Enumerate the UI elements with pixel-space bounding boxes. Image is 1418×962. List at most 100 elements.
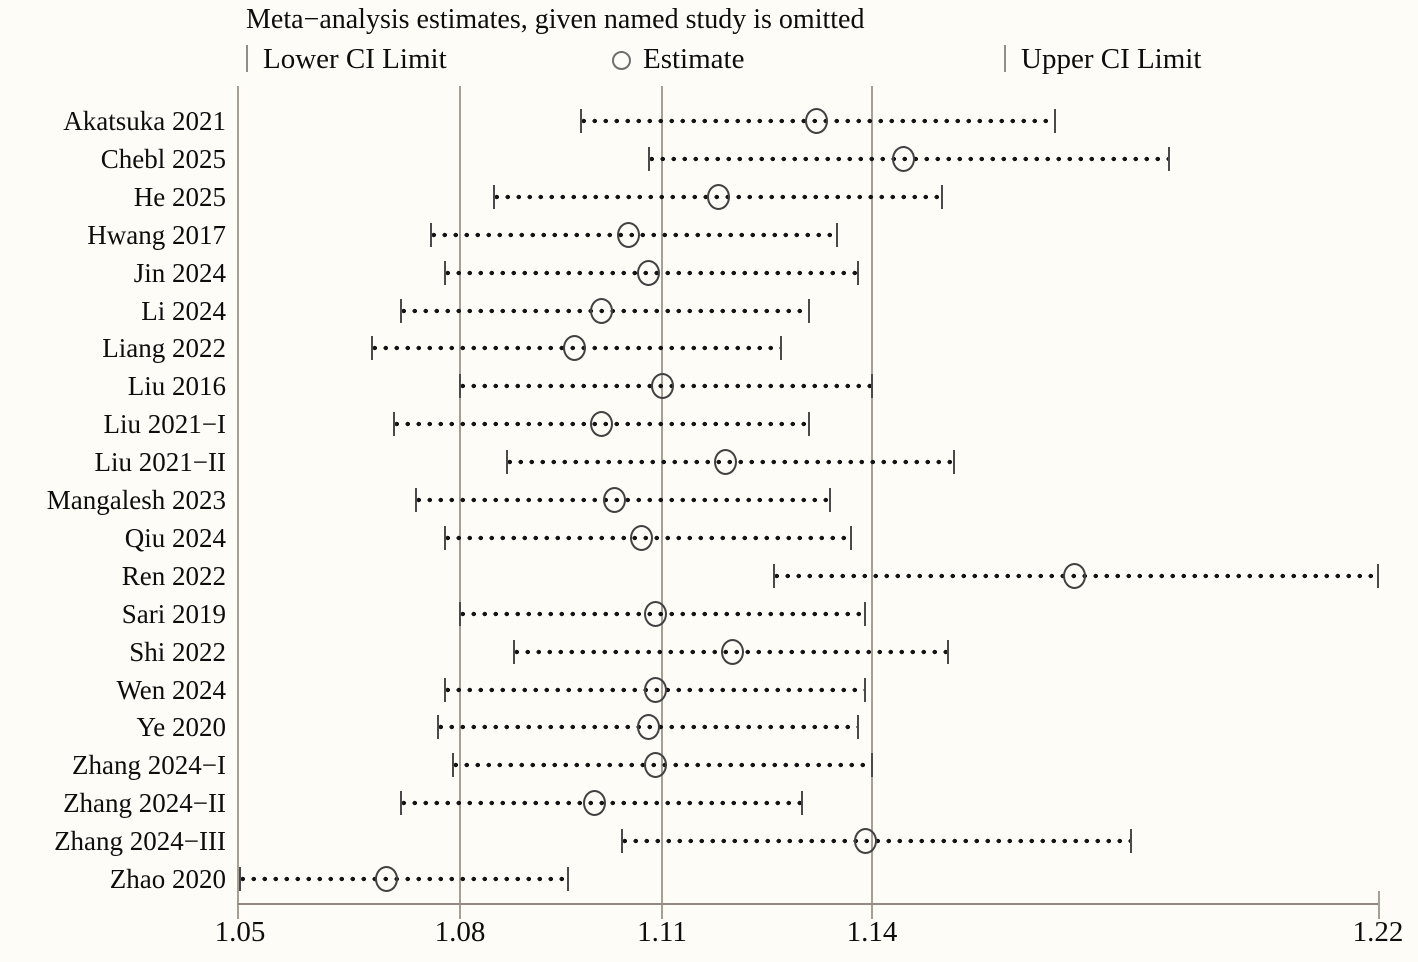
lower-ci-tick-icon [415,488,417,512]
lower-ci-tick-icon [429,222,432,247]
lower-ci-tick-icon [393,412,395,437]
estimate-circle-icon [1062,562,1086,589]
estimate-circle-icon [643,600,667,627]
upper-ci-tick-icon [871,753,873,778]
estimate-circle-icon [630,524,654,551]
lower-ci-tick-icon [246,45,248,72]
lower-ci-tick-icon [506,450,509,475]
study-label: Zhang 2024−III [54,826,226,857]
upper-ci-tick-icon [829,488,831,512]
lower-ci-tick-icon [647,146,650,171]
study-label: Liu 2021−I [103,409,226,440]
upper-ci-tick-icon [780,336,782,361]
x-axis-tick-label: 1.05 [214,916,266,948]
study-label: Liu 2021−II [94,447,226,478]
estimate-circle-icon [603,487,627,513]
upper-ci-tick-icon [864,677,866,702]
lower-ci-tick-icon [459,601,461,626]
legend-upper-ci-label: Upper CI Limit [1021,43,1202,75]
lower-ci-tick-icon [512,639,515,664]
upper-ci-tick-icon [1054,109,1057,133]
study-label: Hwang 2017 [87,219,226,250]
y-axis-frame [237,86,239,919]
estimate-circle-icon [650,373,674,400]
x-axis-tick-label: 1.14 [846,916,898,948]
upper-ci-tick-icon [801,791,803,816]
estimate-circle-icon [589,297,613,324]
estimate-circle-icon [589,411,613,438]
estimate-circle-icon [583,790,607,817]
upper-ci-tick-icon [1004,45,1006,72]
study-label: Akatsuka 2021 [63,106,226,136]
lower-ci-tick-icon [620,829,623,854]
estimate-circle-icon [720,638,744,665]
upper-ci-tick-icon [850,525,852,550]
study-label: Zhang 2024−II [63,788,226,819]
x-axis-tick-label: 1.11 [637,916,687,948]
upper-ci-tick-icon [940,184,943,209]
lower-ci-tick-icon [239,867,241,891]
study-label: Jin 2024 [133,257,226,288]
x-axis-tick-label: 1.22 [1352,916,1404,948]
study-label: Zhao 2020 [109,864,226,894]
study-label: Liu 2016 [127,371,226,402]
upper-ci-tick-icon [808,412,810,437]
study-label: Qiu 2024 [124,522,226,553]
legend-lower-ci-label: Lower CI Limit [263,43,447,75]
upper-ci-tick-icon [857,715,859,740]
estimate-circle-icon [637,259,661,286]
study-label: Li 2024 [141,295,226,326]
lower-ci-tick-icon [437,715,439,740]
x-axis-tick-1.22 [1378,891,1380,919]
upper-ci-tick-icon [946,639,949,664]
lower-ci-tick-icon [400,791,403,816]
ci-dotted-line [240,876,568,882]
estimate-circle-icon [375,866,399,892]
study-label: Chebl 2025 [100,143,226,174]
study-label: He 2025 [133,181,226,212]
lower-ci-tick-icon [451,753,454,778]
upper-ci-tick-icon [864,601,866,626]
x-axis-line [237,903,1380,905]
upper-ci-tick-icon [808,298,810,323]
study-label: Sari 2019 [121,598,226,629]
lower-ci-tick-icon [459,374,461,399]
lower-ci-tick-icon [371,336,373,361]
estimate-circle-icon [853,828,877,855]
lower-ci-tick-icon [444,677,447,702]
lower-ci-tick-icon [444,525,447,550]
lower-ci-tick-icon [400,298,403,323]
estimate-circle-icon [612,51,631,70]
estimate-circle-icon [637,714,661,741]
study-label: Zhang 2024−I [72,750,226,781]
gridline-1.14 [871,86,873,919]
study-label: Ren 2022 [121,560,226,591]
estimate-circle-icon [892,145,916,172]
study-label: Wen 2024 [116,674,226,705]
lower-ci-tick-icon [580,109,583,133]
study-label: Liang 2022 [102,333,226,364]
estimate-circle-icon [804,108,828,134]
estimate-circle-icon [706,183,730,210]
x-axis-tick-label: 1.08 [434,916,486,948]
estimate-circle-icon [643,752,667,779]
upper-ci-tick-icon [1377,563,1379,588]
estimate-circle-icon [713,449,737,476]
lower-ci-tick-icon [773,563,775,588]
study-label: Mangalesh 2023 [46,485,226,515]
upper-ci-tick-icon [836,222,838,247]
estimate-circle-icon [643,676,667,703]
lower-ci-tick-icon [444,260,447,285]
lower-ci-tick-icon [492,184,495,209]
study-label: Ye 2020 [136,712,226,743]
legend-estimate-label: Estimate [643,43,745,75]
estimate-circle-icon [616,221,640,248]
upper-ci-tick-icon [566,867,569,891]
estimate-circle-icon [562,335,586,362]
study-label: Shi 2022 [129,636,226,667]
upper-ci-tick-icon [953,450,956,475]
upper-ci-tick-icon [857,260,859,285]
upper-ci-tick-icon [1168,146,1171,171]
upper-ci-tick-icon [1130,829,1133,854]
